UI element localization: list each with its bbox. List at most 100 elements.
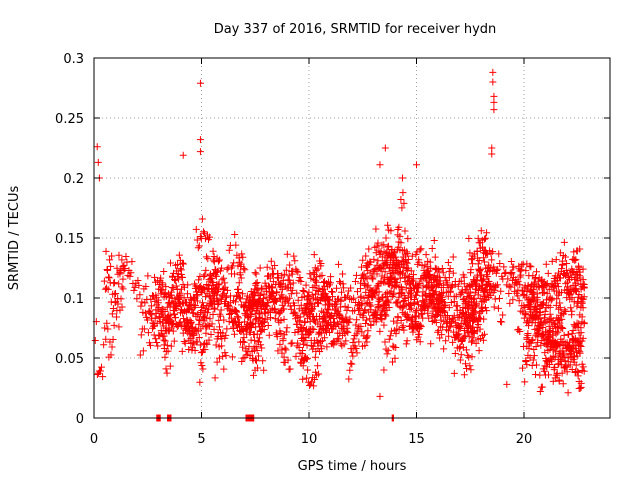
outlier-point <box>94 158 102 166</box>
data-point <box>364 327 372 335</box>
data-point <box>370 255 378 263</box>
data-point <box>499 311 507 319</box>
data-point <box>393 246 401 254</box>
data-point <box>393 298 401 306</box>
data-point <box>232 298 240 306</box>
data-point <box>176 265 184 273</box>
data-point <box>271 262 279 270</box>
data-point <box>444 292 452 300</box>
data-point <box>378 253 386 261</box>
data-point <box>274 347 282 355</box>
data-point <box>448 282 456 290</box>
data-point <box>143 316 151 324</box>
data-point <box>419 282 427 290</box>
data-point <box>135 281 143 289</box>
data-point <box>437 312 445 320</box>
data-point <box>477 271 485 279</box>
data-point <box>551 364 559 372</box>
data-point <box>136 351 144 359</box>
data-point <box>194 310 202 318</box>
data-point <box>342 337 350 345</box>
data-point <box>427 340 435 348</box>
data-point <box>209 247 217 255</box>
data-point <box>431 304 439 312</box>
data-point <box>328 340 336 348</box>
data-point <box>369 286 377 294</box>
data-point <box>444 258 452 266</box>
data-point <box>110 279 118 287</box>
data-point <box>490 303 498 311</box>
data-point <box>182 326 190 334</box>
data-point <box>469 252 477 260</box>
data-point <box>474 260 482 268</box>
data-point <box>446 265 454 273</box>
data-point <box>223 265 231 273</box>
data-point <box>346 366 354 374</box>
data-point <box>440 345 448 353</box>
data-point <box>465 316 473 324</box>
data-point <box>549 328 557 336</box>
data-point <box>294 339 302 347</box>
data-point <box>154 342 162 350</box>
data-point <box>343 306 351 314</box>
data-point <box>548 257 556 265</box>
data-point <box>529 336 537 344</box>
data-point <box>398 323 406 331</box>
data-point <box>514 277 522 285</box>
data-point <box>530 345 538 353</box>
data-point <box>228 353 236 361</box>
data-point <box>181 339 189 347</box>
data-point <box>388 264 396 272</box>
data-point <box>247 302 255 310</box>
data-point <box>245 312 253 320</box>
data-point <box>312 290 320 298</box>
data-point <box>116 270 124 278</box>
data-point <box>214 301 222 309</box>
x-tick-label: 0 <box>90 432 98 447</box>
outlier-point <box>196 79 204 87</box>
data-point <box>226 299 234 307</box>
data-point <box>214 257 222 265</box>
data-point <box>295 344 303 352</box>
data-point <box>166 291 174 299</box>
data-point <box>196 378 204 386</box>
data-point <box>397 239 405 247</box>
data-point <box>299 375 307 383</box>
data-point <box>526 298 534 306</box>
x-tick-label: 5 <box>197 432 205 447</box>
data-point <box>350 344 358 352</box>
data-point <box>541 307 549 315</box>
data-point <box>177 309 185 317</box>
data-point <box>282 346 290 354</box>
data-point <box>390 249 398 257</box>
data-point <box>178 347 186 355</box>
data-point <box>563 368 571 376</box>
data-point <box>231 270 239 278</box>
data-point <box>158 286 166 294</box>
data-point <box>195 334 203 342</box>
outlier-point <box>376 392 384 400</box>
outlier-point <box>503 380 511 388</box>
data-point <box>187 318 195 326</box>
data-point <box>480 330 488 338</box>
data-point <box>175 251 183 259</box>
data-point <box>219 352 227 360</box>
data-point <box>249 356 257 364</box>
data-point <box>268 290 276 298</box>
data-point <box>418 262 426 270</box>
data-point <box>576 341 584 349</box>
data-point <box>373 311 381 319</box>
data-point <box>439 288 447 296</box>
data-point <box>284 299 292 307</box>
data-point <box>384 221 392 229</box>
data-point <box>336 312 344 320</box>
data-point <box>477 227 485 235</box>
data-point <box>266 294 274 302</box>
data-point <box>311 302 319 310</box>
data-point <box>429 291 437 299</box>
data-point <box>206 300 214 308</box>
data-point <box>522 357 530 365</box>
data-point <box>335 260 343 268</box>
data-point <box>337 303 345 311</box>
data-point <box>252 270 260 278</box>
